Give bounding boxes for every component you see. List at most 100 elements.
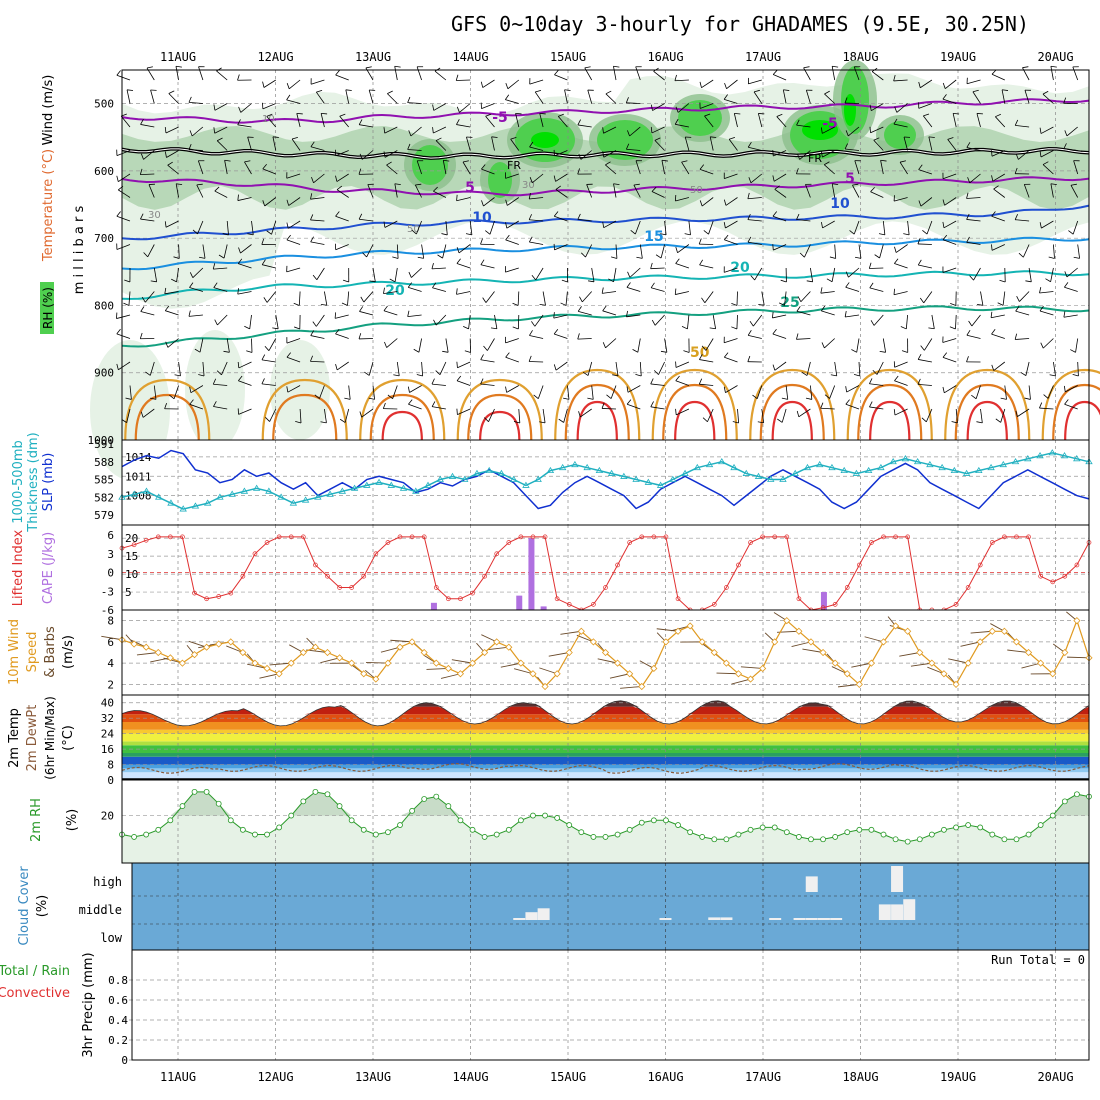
wind-barb — [635, 361, 642, 377]
wind-barb-shaft — [676, 408, 690, 416]
wind-barb-shaft — [240, 103, 252, 113]
rh-marker — [650, 817, 657, 824]
wind-barb-shaft — [650, 383, 665, 386]
wind-speed-marker — [710, 648, 718, 657]
boundary-layer-contour — [261, 378, 348, 441]
wind-barb — [723, 172, 738, 179]
wind-barb-shaft — [991, 150, 1005, 157]
wind-barb-shaft — [237, 124, 252, 128]
lifted-index-marker — [542, 534, 548, 540]
bottom-date-axis: 11AUG 12AUG 13AUG 14AUG 15AUG 16AUG 17AUG 18AUG… — [160, 1070, 1074, 1084]
wind-barb-flag — [967, 177, 971, 184]
wind-barb-flag — [1063, 385, 1066, 392]
wind-barb-shaft — [1039, 407, 1054, 410]
temperature-contour — [121, 176, 1090, 197]
wind-barb-flag — [723, 222, 726, 229]
wind-speed-marker — [650, 664, 658, 673]
wind-barb-shaft — [505, 356, 519, 363]
wind-barb — [490, 314, 498, 330]
wind-barb — [966, 142, 981, 151]
wind-barb — [394, 65, 401, 81]
temperature-contour — [121, 305, 1090, 348]
date-label-top: 19AUG — [940, 50, 976, 64]
wind-barb — [164, 287, 179, 295]
wind-barb-shaft — [704, 115, 714, 128]
wind-barb-shaft — [1041, 220, 1054, 229]
rh-marker — [421, 796, 428, 802]
wind-tick: 8 — [107, 615, 114, 628]
wind-barb-flag — [953, 112, 960, 115]
wind-barb — [286, 265, 301, 273]
wind-barb-shaft — [578, 310, 592, 316]
boundary-layer-contour — [134, 393, 200, 441]
wind-barb — [1039, 150, 1054, 158]
wind-barb-flag — [723, 94, 728, 100]
wind-barb-flag — [993, 185, 999, 190]
precip-unit-label: 3hr Precip (mm) — [81, 952, 96, 1057]
wind-barb-shaft — [407, 314, 422, 317]
wind-barb-shaft — [626, 314, 641, 318]
wind-barb-flag — [272, 136, 279, 138]
boundary-layer-contour — [869, 400, 911, 441]
rh-marker — [469, 826, 476, 833]
wind-barb — [733, 112, 741, 128]
wind-barb-shaft — [147, 244, 155, 258]
wind-barb — [286, 94, 301, 104]
wind-barb — [578, 150, 592, 160]
wind-barb — [480, 378, 495, 386]
wind-barb-flag — [262, 81, 265, 88]
wind-barb — [613, 183, 620, 198]
wind-barb-10m — [481, 634, 497, 643]
thickness-marker — [412, 487, 420, 494]
wind-barb-shaft — [675, 197, 689, 202]
wind-barb-shaft — [1000, 408, 1006, 423]
rh-contour-label: 10 — [262, 114, 275, 125]
wind-barb-flag — [602, 127, 604, 134]
wind-barb-flag — [383, 287, 385, 294]
wind-tick: 4 — [107, 657, 114, 670]
wind-barb-flag — [189, 386, 192, 393]
wind-barb — [437, 244, 447, 259]
wind-barb-flag — [723, 386, 726, 393]
wind-barb — [310, 141, 325, 151]
wind-barb — [942, 220, 957, 229]
wind-barb-shaft — [310, 360, 325, 363]
wind-barb — [505, 79, 520, 90]
wind-barb-flag — [1049, 374, 1056, 377]
rh-marker — [953, 824, 959, 831]
wind-speed-marker — [867, 659, 875, 667]
wind-barb — [845, 126, 860, 137]
wind-barb — [853, 361, 861, 377]
wind-speed-marker — [541, 682, 549, 691]
wind-barb — [533, 385, 544, 399]
wind-barb-flag — [164, 305, 170, 311]
wind-barb-shaft — [348, 385, 351, 400]
wind-barb-10m — [500, 662, 521, 668]
thickness-marker — [1048, 449, 1056, 456]
wind-barb-flag — [605, 161, 611, 166]
wind-barb-flag — [778, 302, 785, 306]
wind-barb-flag — [140, 119, 144, 125]
wind-barb — [870, 187, 884, 198]
wind-barb — [344, 385, 351, 400]
cloud-cell — [903, 899, 916, 920]
wind-speed-marker — [348, 659, 356, 667]
wind-barb-shaft — [615, 244, 618, 259]
wind-barb-flag — [553, 328, 559, 335]
wind-barb — [463, 314, 471, 330]
wind-barb-shaft — [772, 314, 787, 319]
wind-barb — [383, 305, 398, 316]
temp-tick: 40 — [101, 697, 114, 710]
wind-barb-shaft — [1017, 408, 1030, 417]
wind-barb-flag — [386, 161, 392, 166]
wind-barb-shaft — [505, 239, 519, 245]
wind-barb-flag — [335, 175, 338, 182]
wind-barb-flag — [752, 394, 758, 400]
wind-barb-flag — [772, 311, 774, 318]
wind-barb-flag — [213, 127, 216, 134]
wind-barb-flag — [611, 256, 618, 259]
wind-barb — [441, 220, 448, 236]
wind-barb-shaft — [704, 291, 714, 303]
wind-barb-shaft — [148, 184, 155, 198]
wind-barb-flag — [561, 279, 568, 283]
